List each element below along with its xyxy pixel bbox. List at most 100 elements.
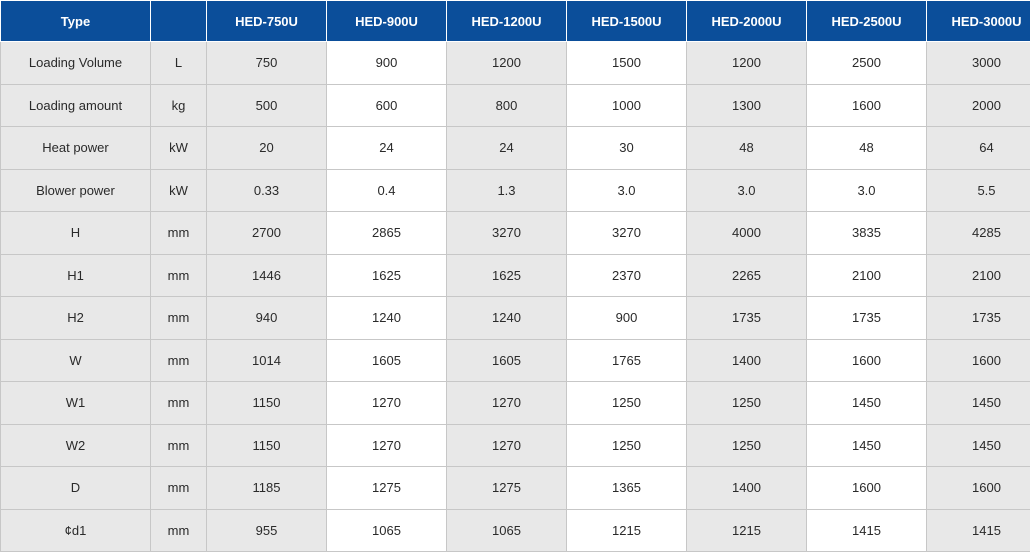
value-cell: 1450 — [926, 423, 1030, 467]
value-cell: 2700 — [206, 211, 327, 255]
row-unit: mm — [150, 296, 207, 340]
value-cell: 900 — [566, 296, 687, 340]
value-cell: 2000 — [926, 83, 1030, 127]
row-unit: mm — [150, 508, 207, 552]
value-cell: 24 — [446, 126, 567, 170]
row-parameter: ¢d1 — [0, 508, 151, 552]
value-cell: 1600 — [926, 338, 1030, 382]
row-parameter: Heat power — [0, 126, 151, 170]
value-cell: 1415 — [926, 508, 1030, 552]
table-row: Loading Volume L 750 900 1200 1500 1200 2500 300… — [0, 41, 1030, 85]
value-cell: 1270 — [446, 381, 567, 425]
value-cell: 48 — [686, 126, 807, 170]
table-row: H1 mm 1446 1625 1625 2370 2265 2100 2100 — [0, 253, 1030, 297]
value-cell: 1600 — [806, 83, 927, 127]
value-cell: 955 — [206, 508, 327, 552]
value-cell: 30 — [566, 126, 687, 170]
header-model: HED-900U — [326, 0, 447, 42]
value-cell: 600 — [326, 83, 447, 127]
value-cell: 940 — [206, 296, 327, 340]
row-unit: kW — [150, 126, 207, 170]
value-cell: 3.0 — [806, 168, 927, 212]
table-body: Loading Volume L 750 900 1200 1500 1200 2500 300… — [0, 41, 1030, 552]
row-parameter: D — [0, 466, 151, 510]
value-cell: 1240 — [446, 296, 567, 340]
table-row: Heat power kW 20 24 24 30 48 48 64 — [0, 126, 1030, 170]
table-row: W1 mm 1150 1270 1270 1250 1250 1450 1450 — [0, 381, 1030, 425]
value-cell: 750 — [206, 41, 327, 85]
row-parameter: Loading Volume — [0, 41, 151, 85]
value-cell: 2500 — [806, 41, 927, 85]
header-unit — [150, 0, 207, 42]
value-cell: 900 — [326, 41, 447, 85]
row-parameter: Loading amount — [0, 83, 151, 127]
row-parameter: W — [0, 338, 151, 382]
row-parameter: H2 — [0, 296, 151, 340]
row-unit: mm — [150, 338, 207, 382]
value-cell: 64 — [926, 126, 1030, 170]
value-cell: 1150 — [206, 423, 327, 467]
row-unit: mm — [150, 423, 207, 467]
value-cell: 1014 — [206, 338, 327, 382]
value-cell: 1270 — [446, 423, 567, 467]
value-cell: 1450 — [806, 381, 927, 425]
value-cell: 1735 — [926, 296, 1030, 340]
value-cell: 1605 — [446, 338, 567, 382]
value-cell: 5.5 — [926, 168, 1030, 212]
table-row: Loading amount kg 500 600 800 1000 1300 1600 200… — [0, 83, 1030, 127]
value-cell: 1275 — [446, 466, 567, 510]
row-unit: mm — [150, 211, 207, 255]
value-cell: 1250 — [566, 423, 687, 467]
value-cell: 1215 — [686, 508, 807, 552]
header-model: HED-2000U — [686, 0, 807, 42]
row-unit: L — [150, 41, 207, 85]
value-cell: 2865 — [326, 211, 447, 255]
value-cell: 1765 — [566, 338, 687, 382]
row-parameter: W1 — [0, 381, 151, 425]
value-cell: 4285 — [926, 211, 1030, 255]
value-cell: 3000 — [926, 41, 1030, 85]
value-cell: 1605 — [326, 338, 447, 382]
value-cell: 1600 — [926, 466, 1030, 510]
value-cell: 0.33 — [206, 168, 327, 212]
value-cell: 1446 — [206, 253, 327, 297]
value-cell: 500 — [206, 83, 327, 127]
row-parameter: H1 — [0, 253, 151, 297]
value-cell: 2100 — [806, 253, 927, 297]
value-cell: 1735 — [686, 296, 807, 340]
value-cell: 1.3 — [446, 168, 567, 212]
row-unit: mm — [150, 253, 207, 297]
header-type: Type — [0, 0, 151, 42]
value-cell: 1250 — [686, 381, 807, 425]
value-cell: 2370 — [566, 253, 687, 297]
value-cell: 1215 — [566, 508, 687, 552]
table-row: H2 mm 940 1240 1240 900 1735 1735 1735 — [0, 296, 1030, 340]
value-cell: 1600 — [806, 466, 927, 510]
value-cell: 3835 — [806, 211, 927, 255]
table-row: Blower power kW 0.33 0.4 1.3 3.0 3.0 3.0 5.5 — [0, 168, 1030, 212]
value-cell: 2100 — [926, 253, 1030, 297]
value-cell: 1415 — [806, 508, 927, 552]
header-model: HED-2500U — [806, 0, 927, 42]
value-cell: 1625 — [446, 253, 567, 297]
row-parameter: H — [0, 211, 151, 255]
value-cell: 1625 — [326, 253, 447, 297]
value-cell: 1240 — [326, 296, 447, 340]
value-cell: 4000 — [686, 211, 807, 255]
row-unit: kW — [150, 168, 207, 212]
table-row: ¢d1 mm 955 1065 1065 1215 1215 1415 1415 — [0, 508, 1030, 552]
value-cell: 2265 — [686, 253, 807, 297]
value-cell: 1000 — [566, 83, 687, 127]
value-cell: 3.0 — [566, 168, 687, 212]
value-cell: 3270 — [446, 211, 567, 255]
header-row: Type HED-750U HED-900U HED-1200U HED-150… — [0, 0, 1030, 42]
value-cell: 1065 — [446, 508, 567, 552]
header-model: HED-1200U — [446, 0, 567, 42]
value-cell: 1400 — [686, 466, 807, 510]
value-cell: 1150 — [206, 381, 327, 425]
header-model: HED-3000U — [926, 0, 1030, 42]
